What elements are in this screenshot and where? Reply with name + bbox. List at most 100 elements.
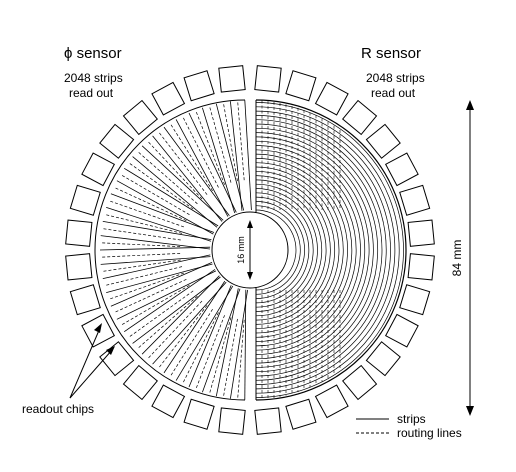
readout-chip-r-2 xyxy=(285,70,317,102)
phi-routing-17 xyxy=(100,253,181,258)
phi-routing-12 xyxy=(113,186,187,222)
phi-strip-28 xyxy=(175,285,234,381)
phi-strip-8 xyxy=(152,135,223,222)
readout-chip-r-3 xyxy=(314,81,349,116)
readout-chip-phi-10 xyxy=(69,284,101,316)
phi-routing-18 xyxy=(101,259,181,272)
phi-readout-label: read out xyxy=(69,86,114,100)
phi-routing-26 xyxy=(157,305,208,369)
readout-chip-phi-4 xyxy=(122,99,158,136)
readout-chip-phi-8 xyxy=(65,219,93,247)
phi-routing-14 xyxy=(104,213,183,234)
phi-routing-20 xyxy=(108,272,185,300)
readout-chip-r-7 xyxy=(399,184,431,216)
r-strip-arc-4 xyxy=(255,196,310,304)
outer-dimension: 84 mm xyxy=(450,100,474,416)
phi-strip-29 xyxy=(188,285,232,388)
readout-chip-r-15 xyxy=(285,398,317,430)
phi-routing-4 xyxy=(195,110,225,185)
phi-strip-5 xyxy=(188,112,237,213)
r-strip-arc-7 xyxy=(255,183,323,317)
readout-chip-r-5 xyxy=(365,123,401,159)
readout-chip-phi-16 xyxy=(218,407,246,435)
r-outer-edge xyxy=(255,99,407,401)
r-strip-arc-14 xyxy=(255,153,353,347)
phi-strip-2 xyxy=(230,101,243,211)
r-strip-arc-1 xyxy=(255,209,297,291)
readout-chip-phi-7 xyxy=(69,184,101,216)
phi-sensor-half xyxy=(94,99,252,401)
phi-routing-30 xyxy=(208,317,232,395)
phi-routing-21 xyxy=(113,278,187,314)
legend-routing: routing lines xyxy=(397,426,462,440)
phi-strip-31 xyxy=(215,288,239,397)
readout-chip-phi-1 xyxy=(218,65,246,93)
r-strip-arc-12 xyxy=(255,162,344,338)
phi-outer-edge xyxy=(94,99,246,401)
phi-strip-13 xyxy=(110,193,215,233)
phi-routing-29 xyxy=(195,315,225,390)
phi-routing-16 xyxy=(100,242,181,247)
phi-strip-33 xyxy=(244,289,247,400)
r-strip-arc-16 xyxy=(255,145,361,355)
phi-strip-6 xyxy=(175,119,229,217)
phi-strip-9 xyxy=(141,145,224,221)
readout-chip-phi-13 xyxy=(122,364,158,401)
outer-dim-label: 84 mm xyxy=(450,240,464,277)
phi-strip-24 xyxy=(132,276,221,344)
phi-strip-16 xyxy=(100,235,211,250)
phi-strip-15 xyxy=(102,221,212,240)
readout-chip-phi-2 xyxy=(183,70,215,102)
r-strip-arc-21 xyxy=(255,123,383,377)
readout-chip-phi-15 xyxy=(183,398,215,430)
r-strip-arc-6 xyxy=(255,188,318,312)
phi-routing-32 xyxy=(237,319,245,400)
r-strips-count: 2048 strips xyxy=(366,71,425,85)
phi-routing-19 xyxy=(104,266,183,287)
phi-strip-17 xyxy=(99,246,211,251)
chips-label: readout chips xyxy=(22,402,94,416)
readout-chip-phi-9 xyxy=(65,253,93,281)
r-strip-arc-22 xyxy=(255,119,387,381)
phi-strip-1 xyxy=(244,100,252,211)
phi-routing-28 xyxy=(182,312,219,385)
readout-chip-r-6 xyxy=(384,152,419,187)
phi-routing-22 xyxy=(120,284,190,326)
r-strip-arc-8 xyxy=(255,179,327,321)
r-sensor-title: R sensor xyxy=(361,45,421,62)
readout-chip-r-10 xyxy=(399,284,431,316)
r-strip-arc-18 xyxy=(255,136,370,364)
phi-strip-14 xyxy=(106,207,212,242)
r-strip-arc-11 xyxy=(255,166,340,334)
phi-strip-3 xyxy=(215,103,245,211)
r-strip-arc-20 xyxy=(255,127,379,373)
phi-strip-25 xyxy=(141,275,220,355)
r-strip-arc-23 xyxy=(255,115,391,385)
inner-dim-label: 16 mm xyxy=(236,236,246,264)
phi-strip-18 xyxy=(100,256,211,265)
phi-strip-7 xyxy=(163,126,230,216)
readout-chip-r-11 xyxy=(384,313,419,348)
r-strip-arc-15 xyxy=(255,149,357,351)
readout-chip-r-8 xyxy=(407,219,435,247)
readout-chip-phi-6 xyxy=(81,152,116,187)
phi-strip-11 xyxy=(123,167,219,227)
phi-strip-32 xyxy=(230,289,248,399)
phi-routing-3 xyxy=(208,105,232,183)
r-strip-arc-9 xyxy=(255,175,331,325)
phi-routing-10 xyxy=(128,162,194,210)
readout-chip-r-9 xyxy=(407,253,435,281)
legend-strips: strips xyxy=(397,412,426,426)
r-readout-label: read out xyxy=(371,86,416,100)
readout-chip-r-12 xyxy=(365,341,401,377)
phi-strips-count: 2048 strips xyxy=(64,71,123,85)
phi-routing-6 xyxy=(169,122,213,191)
r-strip-arc-26 xyxy=(255,102,404,398)
phi-strip-21 xyxy=(110,262,213,307)
inner-dimension: 16 mm xyxy=(236,220,253,280)
phi-strip-12 xyxy=(116,180,214,235)
phi-routing-27 xyxy=(169,309,213,378)
phi-strip-4 xyxy=(202,107,236,214)
readout-chip-phi-5 xyxy=(99,123,135,159)
